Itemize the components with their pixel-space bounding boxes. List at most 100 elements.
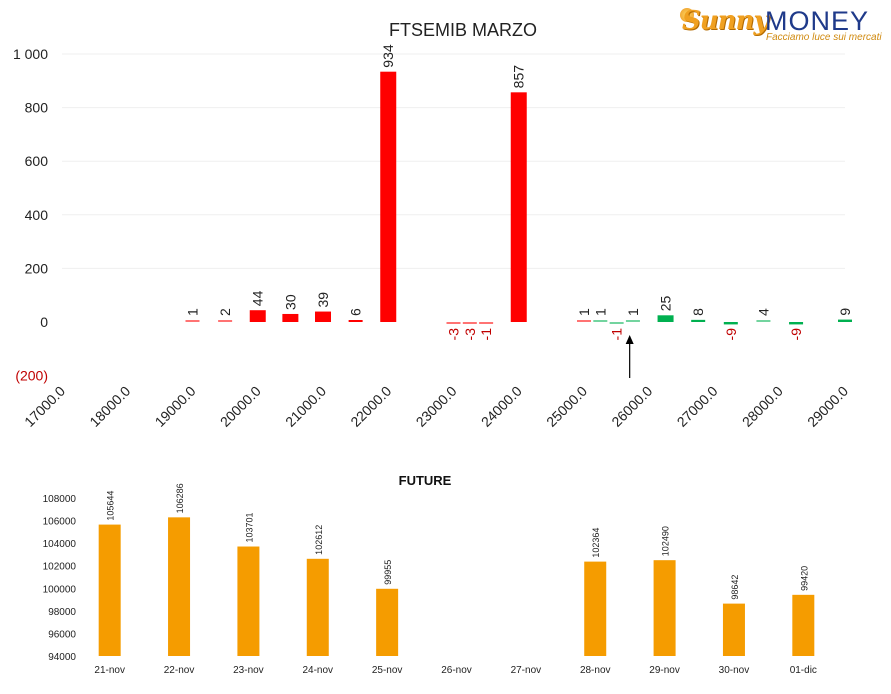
brand-tagline: Facciamo luce sui mercati [766, 32, 882, 43]
data-label: 44 [250, 290, 266, 306]
bar [479, 322, 494, 324]
x-tick-label: 18000.0 [86, 383, 133, 430]
x-tick-label: 29000.0 [804, 383, 851, 430]
bar [168, 517, 191, 656]
data-label: 9 [837, 308, 853, 316]
x-tick-label: 19000.0 [152, 383, 199, 430]
y-tick-label: 600 [25, 153, 49, 169]
brand-logo-sunny: Sunny [682, 6, 769, 36]
y-tick-label: (200) [15, 368, 48, 384]
x-tick-label: 28-nov [580, 665, 611, 676]
brand-logo: Sunny MONEY Facciamo luce sui mercati [680, 4, 885, 44]
sun-icon [680, 8, 694, 22]
bar [584, 561, 607, 656]
chart-title: FUTURE [399, 473, 452, 488]
x-tick-label: 20000.0 [217, 383, 264, 430]
bar [249, 310, 266, 322]
options-chart: FTSEMIB MARZO 1 000 800 600 400 200 0 (200)1700… [13, 20, 853, 430]
y-tick-label: 104000 [43, 539, 77, 550]
x-tick-label: 26000.0 [608, 383, 655, 430]
x-tick-label: 28000.0 [739, 383, 786, 430]
y-tick-label: 0 [40, 314, 48, 330]
x-tick-label: 21-nov [94, 665, 125, 676]
bar [446, 322, 461, 324]
data-label: 857 [511, 65, 527, 89]
y-tick-label: 800 [25, 100, 49, 116]
y-tick-label: 98000 [48, 607, 76, 618]
brand-logo-money: MONEY [765, 6, 870, 36]
bar [838, 319, 852, 322]
bar [722, 603, 745, 656]
x-tick-label: 25-nov [372, 665, 403, 676]
bar [315, 311, 331, 322]
bar [789, 322, 804, 325]
data-label: 30 [282, 294, 298, 310]
x-tick-label: 23000.0 [413, 383, 460, 430]
data-label: 8 [690, 308, 706, 316]
bar [653, 560, 676, 656]
chart-title: FTSEMIB MARZO [389, 20, 537, 40]
data-label: 106286 [175, 483, 185, 513]
data-label: 99420 [799, 566, 809, 591]
data-label: 1 [592, 308, 608, 316]
x-tick-label: 24000.0 [478, 383, 525, 430]
data-label: 4 [755, 308, 771, 316]
bar [348, 320, 363, 322]
y-tick-label: 106000 [43, 517, 77, 528]
data-label: 2 [217, 308, 233, 316]
bar [282, 313, 299, 322]
x-tick-label: 17000.0 [21, 383, 68, 430]
data-label: 102364 [591, 528, 601, 558]
future-chart: FUTURE 108000 106000 104000 102000 100000 9800… [43, 473, 817, 676]
bar [185, 320, 200, 322]
data-label: -3 [462, 328, 478, 341]
data-label: -1 [478, 328, 494, 341]
bar [792, 594, 815, 656]
data-label: -1 [609, 328, 625, 341]
data-label: 105644 [106, 491, 116, 521]
data-label: 102612 [314, 525, 324, 555]
bar [306, 558, 329, 656]
bar [462, 322, 477, 324]
data-label: 934 [380, 44, 396, 68]
y-tick-label: 108000 [43, 494, 77, 505]
y-tick-label: 102000 [43, 562, 77, 573]
x-tick-label: 27-nov [511, 665, 542, 676]
x-tick-label: 26-nov [441, 665, 472, 676]
y-tick-label: 400 [25, 207, 49, 223]
x-tick-label: 25000.0 [543, 383, 590, 430]
data-label: 1 [185, 308, 201, 316]
x-tick-label: 22-nov [164, 665, 195, 676]
data-label: 39 [315, 292, 331, 308]
bar [376, 588, 399, 656]
bar [723, 322, 738, 325]
bar [218, 320, 233, 322]
bar [380, 71, 397, 322]
bar [237, 546, 260, 656]
bar [657, 315, 674, 322]
bar [593, 320, 608, 322]
x-tick-label: 27000.0 [674, 383, 721, 430]
y-tick-label: 1 000 [13, 46, 48, 62]
data-label: 6 [348, 308, 364, 316]
data-label: 102490 [661, 526, 671, 556]
x-tick-label: 24-nov [302, 665, 333, 676]
data-label: 1 [576, 308, 592, 316]
data-label: 98642 [730, 575, 740, 600]
x-tick-label: 22000.0 [347, 383, 394, 430]
data-label: 25 [658, 296, 674, 312]
bar [577, 320, 591, 322]
y-tick-label: 94000 [48, 652, 76, 663]
data-label: 103701 [244, 512, 254, 542]
bar [510, 92, 527, 322]
x-tick-label: 30-nov [719, 665, 750, 676]
bar [609, 322, 624, 324]
arrow-up-icon [625, 335, 634, 344]
data-label: -9 [788, 328, 804, 341]
x-tick-label: 23-nov [233, 665, 264, 676]
y-tick-label: 200 [25, 260, 49, 276]
x-tick-label: 21000.0 [282, 383, 329, 430]
bar [691, 319, 706, 322]
bar [756, 320, 771, 322]
data-label: 99955 [383, 560, 393, 585]
